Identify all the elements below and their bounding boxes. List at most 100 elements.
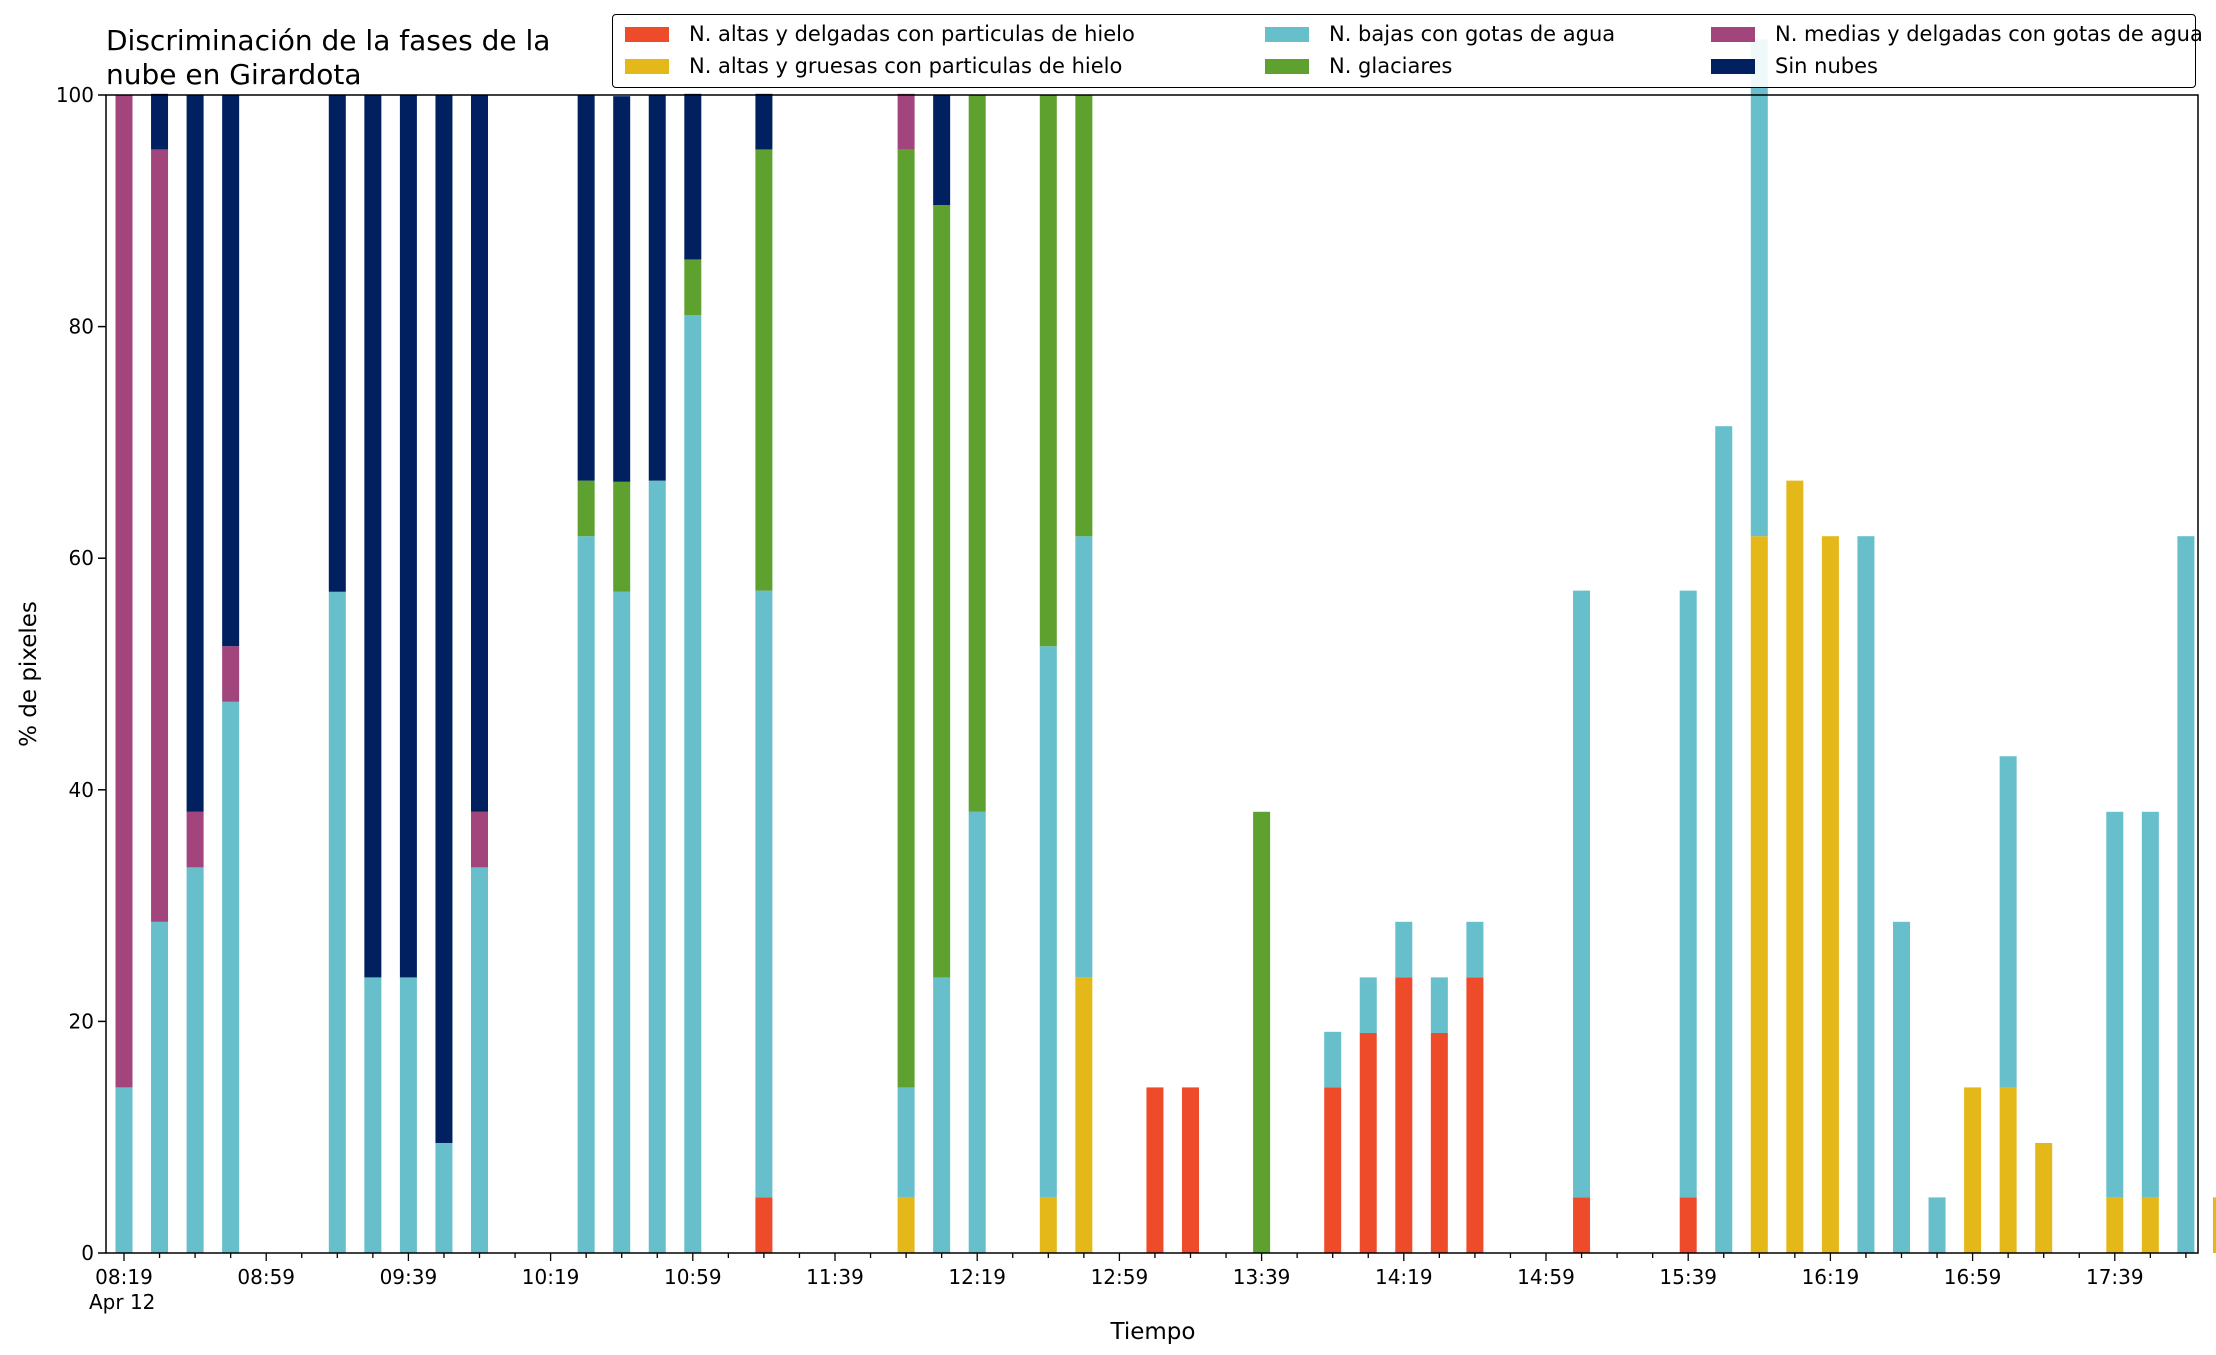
bar-segment-s0-slot18: [755, 1197, 773, 1253]
bar-segment-s2-slot1: [151, 921, 169, 1253]
legend-item-4: N. medias y delgadas con gotas de agua: [1711, 22, 2203, 46]
y-tick-label: 60: [69, 546, 94, 570]
x-axis: 08:19 08:59 09:39 10:19 10:59 11:39 12:19 12:59…: [89, 1253, 2187, 1314]
y-tick-label: 0: [81, 1241, 94, 1265]
bar-segment-s4-slot22: [897, 93, 915, 150]
bar-segment-s2-slot44: [1679, 590, 1697, 1198]
x-tick-label: 15:39: [1659, 1265, 1717, 1289]
x-tick-label: 11:39: [806, 1265, 864, 1289]
bar-segment-s5-slot15: [648, 95, 666, 481]
bar-segment-s3-slot26: [1039, 95, 1057, 647]
y-tick-label: 20: [69, 1009, 94, 1033]
x-tick-label: 14:59: [1517, 1265, 1575, 1289]
bar-segment-s5-slot9: [435, 95, 453, 1143]
bar-segment-s2-slot8: [399, 977, 417, 1253]
legend-swatch: [625, 58, 669, 74]
bar-segment-s2-slot51: [1928, 1197, 1946, 1253]
bar-segment-s2-slot10: [471, 867, 488, 1253]
y-tick-label: 100: [56, 83, 94, 107]
x-tick-date-label: Apr 12: [89, 1290, 155, 1314]
bar-segment-s1-slot56: [2106, 1197, 2124, 1253]
bar-segment-s1-slot46: [1750, 536, 1768, 1253]
legend-swatch: [1265, 26, 1309, 42]
bar-segment-s2-slot58: [2177, 536, 2195, 1253]
bar-segment-s2-slot27: [1075, 536, 1093, 978]
plot-frame: [105, 94, 2199, 1254]
bar-segment-s3-slot14: [613, 481, 631, 592]
legend-item-1: N. altas y gruesas con particulas de hie…: [625, 54, 1122, 78]
bar-segment-s0-slot36: [1395, 977, 1413, 1253]
legend-item-5: Sin nubes: [1711, 54, 1878, 78]
bar-segment-s5-slot6: [328, 95, 346, 592]
bar-segment-s3-slot24: [968, 95, 986, 812]
bar-segment-s2-slot22: [897, 1087, 915, 1198]
bar-segment-s2-slot53: [1999, 756, 2017, 1088]
x-tick-label: 08:19: [95, 1265, 153, 1289]
x-tick-label: 14:19: [1375, 1265, 1433, 1289]
bar-segment-s2-slot46: [1750, 39, 1768, 537]
bar-segment-s3-slot13: [577, 480, 595, 537]
legend-label: N. glaciares: [1329, 54, 1453, 78]
bars-layer: [115, 39, 2216, 1253]
legend-label: Sin nubes: [1775, 54, 1878, 78]
bar-segment-s2-slot16: [684, 315, 702, 1253]
bar-segment-s1-slot57: [2141, 1197, 2159, 1253]
legend-label: N. medias y delgadas con gotas de agua: [1775, 22, 2203, 46]
bar-segment-s5-slot3: [222, 95, 240, 647]
bar-segment-s2-slot26: [1039, 646, 1057, 1198]
bar-segment-s2-slot38: [1466, 921, 1484, 978]
bar-segment-s1-slot59: [2212, 1197, 2216, 1253]
bar-segment-s4-slot2: [186, 811, 204, 868]
bar-segment-s5-slot14: [613, 96, 631, 482]
bar-segment-s2-slot56: [2106, 811, 2124, 1198]
legend-swatch: [1711, 58, 1755, 74]
bar-segment-s2-slot50: [1893, 921, 1910, 1253]
bar-segment-s0-slot41: [1573, 1197, 1591, 1253]
bar-segment-s1-slot53: [1999, 1087, 2017, 1253]
bar-segment-s0-slot30: [1182, 1087, 1199, 1253]
bar-segment-s0-slot37: [1430, 1032, 1448, 1253]
bar-segment-s1-slot48: [1821, 536, 1839, 1253]
bar-segment-s5-slot18: [755, 93, 773, 150]
bar-segment-s5-slot2: [186, 95, 204, 812]
bar-segment-s5-slot10: [471, 95, 488, 812]
y-tick-label: 40: [69, 778, 94, 802]
x-tick-label: 08:59: [237, 1265, 295, 1289]
bar-segment-s2-slot7: [364, 977, 382, 1253]
bar-segment-s2-slot15: [648, 480, 666, 1253]
legend-item-2: N. bajas con gotas de agua: [1265, 22, 1615, 46]
bar-segment-s1-slot47: [1786, 480, 1804, 1253]
legend-swatch: [1265, 58, 1309, 74]
bar-segment-s5-slot7: [364, 95, 382, 978]
bar-segment-s2-slot37: [1430, 977, 1448, 1033]
bar-segment-s0-slot35: [1359, 1032, 1377, 1253]
legend-label: N. altas y delgadas con particulas de hi…: [689, 22, 1135, 46]
bar-segment-s3-slot23: [933, 205, 951, 978]
bar-segment-s4-slot10: [471, 811, 488, 868]
bar-segment-s3-slot18: [755, 149, 773, 591]
bar-segment-s2-slot13: [577, 536, 595, 1253]
bar-segment-s3-slot22: [897, 149, 915, 1088]
bar-segment-s1-slot52: [1964, 1087, 1982, 1253]
bar-segment-s1-slot54: [2035, 1142, 2053, 1253]
bar-segment-s5-slot16: [684, 93, 702, 260]
bar-segment-s3-slot32: [1253, 811, 1271, 1253]
x-tick-label: 16:59: [1944, 1265, 2002, 1289]
bar-segment-s2-slot2: [186, 867, 204, 1253]
bar-segment-s2-slot9: [435, 1142, 453, 1253]
x-tick-label: 10:19: [522, 1265, 580, 1289]
x-tick-label: 12:19: [948, 1265, 1006, 1289]
bar-segment-s5-slot8: [399, 95, 417, 978]
x-tick-label: 16:19: [1802, 1265, 1860, 1289]
legend-item-0: N. altas y delgadas con particulas de hi…: [625, 22, 1135, 46]
bar-segment-s1-slot22: [897, 1197, 915, 1253]
bar-segment-s4-slot3: [222, 646, 240, 702]
legend-label: N. bajas con gotas de agua: [1329, 22, 1616, 46]
bar-segment-s5-slot13: [577, 95, 595, 481]
x-axis-label: Tiempo: [1110, 1319, 1196, 1345]
bar-segment-s2-slot0: [115, 1087, 133, 1253]
bar-segment-s2-slot18: [755, 590, 773, 1198]
bar-segment-s2-slot57: [2141, 811, 2159, 1198]
bar-segment-s0-slot44: [1679, 1197, 1697, 1253]
